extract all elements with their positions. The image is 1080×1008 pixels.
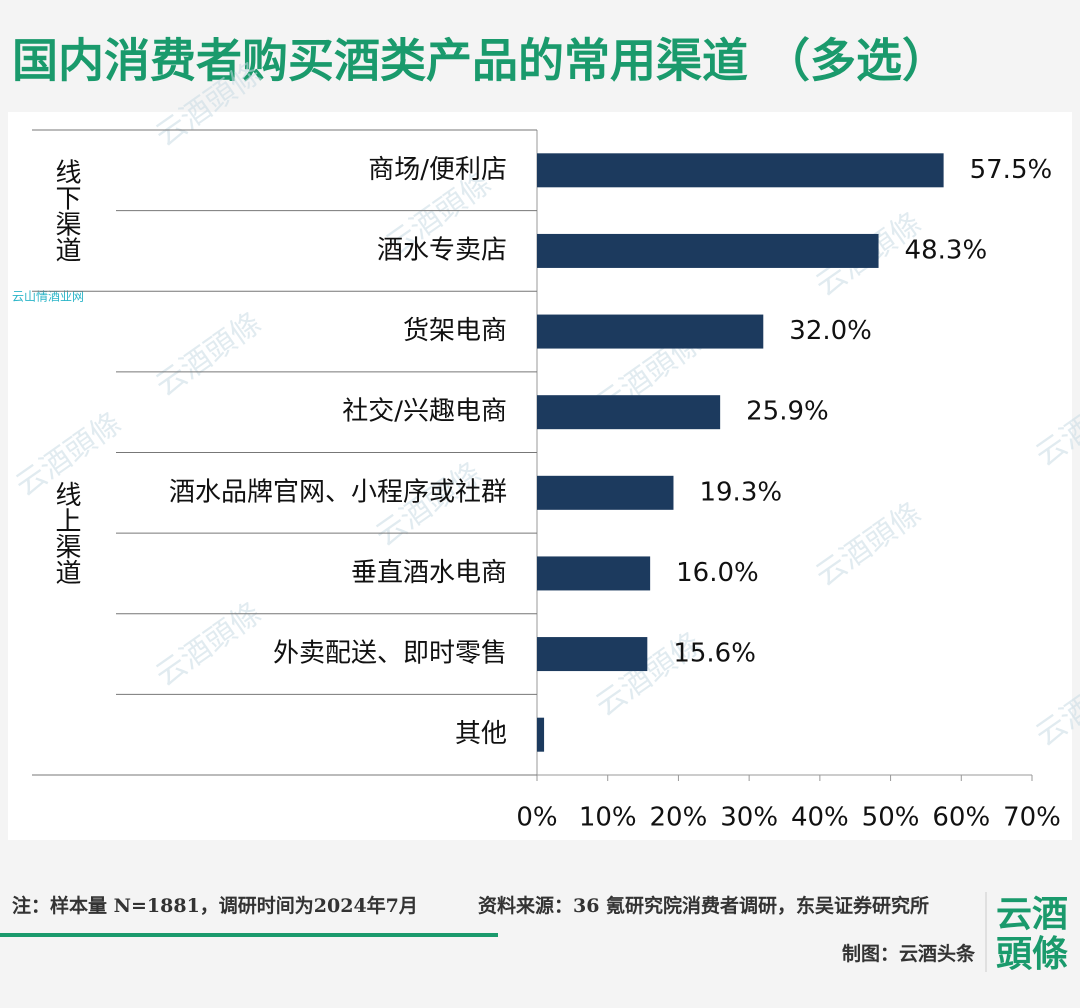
- x-tick-label: 30%: [720, 803, 778, 833]
- x-tick-label: 0%: [516, 803, 557, 833]
- site-mark: 云山情酒业网: [12, 290, 84, 304]
- y-tick-label: 酒水专卖店: [377, 235, 507, 265]
- x-tick-label: 60%: [932, 803, 990, 833]
- x-tick-label: 40%: [791, 803, 849, 833]
- y-tick-label: 垂直酒水电商: [351, 558, 507, 588]
- x-tick-label: 20%: [650, 803, 708, 833]
- data-label: 57.5%: [970, 155, 1053, 185]
- data-label: 32.0%: [789, 316, 872, 346]
- x-tick-label: 50%: [862, 803, 920, 833]
- bar: [537, 717, 545, 752]
- bar: [537, 314, 764, 349]
- data-label: 48.3%: [905, 235, 988, 265]
- bar: [537, 637, 648, 672]
- footnote: 注：样本量 N=1881，调研时间为2024年7月: [12, 894, 418, 917]
- bar: [537, 556, 651, 591]
- credit: 制图：云酒头条: [842, 942, 976, 965]
- bar: [537, 395, 721, 430]
- group-label: 线下渠道: [51, 159, 81, 263]
- source: 资料来源：36 氪研究院消费者调研，东吴证券研究所: [478, 894, 929, 917]
- bar: [537, 153, 944, 188]
- data-label: 25.9%: [746, 397, 829, 427]
- logo-text: 頭條: [996, 934, 1068, 975]
- y-tick-label: 其他: [455, 719, 507, 749]
- y-tick-label: 外卖配送、即时零售: [273, 639, 507, 669]
- y-tick-label: 货架电商: [403, 316, 507, 346]
- data-label: 16.0%: [676, 558, 759, 588]
- group-label: 线上渠道: [51, 481, 81, 585]
- data-label: 19.3%: [699, 477, 782, 507]
- logo-text: 云酒: [996, 894, 1068, 935]
- y-tick-label: 酒水品牌官网、小程序或社群: [169, 477, 507, 507]
- y-tick-label: 商场/便利店: [368, 155, 507, 185]
- x-tick-label: 70%: [1003, 803, 1061, 833]
- bar: [537, 475, 674, 510]
- x-tick-label: 10%: [579, 803, 637, 833]
- data-label: 15.6%: [673, 639, 756, 669]
- y-tick-label: 社交/兴趣电商: [342, 397, 507, 427]
- bar: [537, 233, 879, 268]
- chart-title: 国内消费者购买酒类产品的常用渠道 （多选）: [12, 34, 948, 88]
